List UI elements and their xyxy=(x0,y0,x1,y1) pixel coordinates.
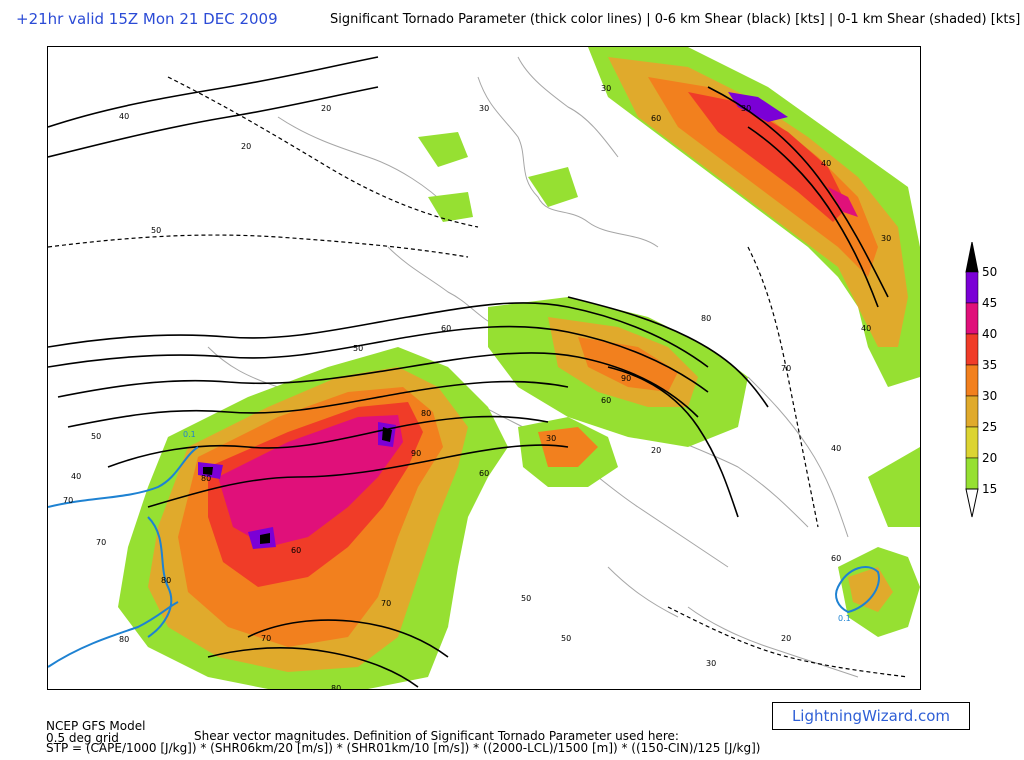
footer: NCEP GFS Model 0.5 deg grid Shear vector… xyxy=(46,720,1016,758)
stp-formula: STP = (CAPE/1000 [J/kg]) * (SHR06km/20 [… xyxy=(46,741,761,755)
contour-label: 60 xyxy=(441,324,451,333)
valid-time: +21hr valid 15Z Mon 21 DEC 2009 xyxy=(16,10,278,28)
weather-map: 50 40 30 50 50 60 80 60 90 20 80 70 40 20 30 50 50 70 80 80… xyxy=(47,46,921,690)
map-canvas: 50 40 30 50 50 60 80 60 90 20 80 70 40 20 30 50 50 70 80 80… xyxy=(48,47,920,689)
contour-label: 20 xyxy=(321,104,331,113)
contour-label: 80 xyxy=(421,409,431,418)
legend-swatch xyxy=(965,302,979,335)
contour-label: 60 xyxy=(651,114,661,123)
legend-tick-label: 35 xyxy=(982,358,997,372)
contour-label: 90 xyxy=(411,449,421,458)
contour-label: 80 xyxy=(201,474,211,483)
stp-definition: Shear vector magnitudes. Definition of S… xyxy=(194,729,679,743)
contour-label: 70 xyxy=(63,496,73,505)
contour-label: 90 xyxy=(621,374,631,383)
contour-label: 50 xyxy=(353,344,363,353)
contour-label: 50 xyxy=(521,594,531,603)
shear-shading-layer xyxy=(118,47,920,689)
contour-label: 80 xyxy=(161,576,171,585)
legend-swatch xyxy=(965,364,979,397)
contour-label: 30 xyxy=(741,104,751,113)
legend-tick-label: 45 xyxy=(982,296,997,310)
contour-label: 50 xyxy=(151,226,161,235)
legend-tick-label: 30 xyxy=(982,389,997,403)
parameter-description: Significant Tornado Parameter (thick col… xyxy=(330,12,1021,27)
brand-watermark[interactable]: LightningWizard.com xyxy=(772,702,970,730)
contour-label: 30 xyxy=(479,104,489,113)
contour-label: 40 xyxy=(821,159,831,168)
contour-label: 20 xyxy=(781,634,791,643)
legend-cap-bottom xyxy=(965,488,979,518)
contour-label: 20 xyxy=(241,142,251,151)
stp-contour-label: 0.1 xyxy=(183,430,196,439)
contour-label: 40 xyxy=(831,444,841,453)
contour-label: 70 xyxy=(781,364,791,373)
contour-label: 30 xyxy=(546,434,556,443)
legend-tick-label: 25 xyxy=(982,420,997,434)
grid-resolution: 0.5 deg grid xyxy=(46,731,119,745)
contour-label: 60 xyxy=(601,396,611,405)
header: +21hr valid 15Z Mon 21 DEC 2009 Signific… xyxy=(0,6,1024,32)
contour-label-layer: 50 40 30 50 50 60 80 60 90 20 80 70 40 20 30 50 50 70 80 80… xyxy=(63,84,891,689)
contour-label: 40 xyxy=(119,112,129,121)
legend-cap-top xyxy=(965,242,979,273)
contour-label: 30 xyxy=(881,234,891,243)
contour-label: 60 xyxy=(479,469,489,478)
contour-label: 70 xyxy=(261,634,271,643)
legend-tick-label: 20 xyxy=(982,451,997,465)
stp-contour-layer xyxy=(48,446,880,668)
legend-tick-label: 40 xyxy=(982,327,997,341)
contour-label: 80 xyxy=(119,635,129,644)
color-legend: 50 45 40 35 30 25 20 15 xyxy=(965,242,997,518)
contour-label: 70 xyxy=(96,538,106,547)
legend-swatch xyxy=(965,426,979,459)
shear-dashed-layer xyxy=(48,76,909,678)
model-info: NCEP GFS Model 0.5 deg grid xyxy=(46,720,145,744)
legend-swatch xyxy=(965,271,979,304)
contour-label: 70 xyxy=(381,599,391,608)
contour-label: 30 xyxy=(706,659,716,668)
contour-label: 60 xyxy=(291,546,301,555)
contour-label: 80 xyxy=(701,314,711,323)
contour-label: 50 xyxy=(561,634,571,643)
model-name: NCEP GFS Model xyxy=(46,719,146,733)
shear-contour-layer xyxy=(48,56,889,688)
legend-tick-label: 50 xyxy=(982,265,997,279)
legend-swatch xyxy=(965,333,979,366)
contour-label: 50 xyxy=(91,432,101,441)
contour-label: 40 xyxy=(71,472,81,481)
stp-contour-label: 0.1 xyxy=(838,614,851,623)
contour-label: 60 xyxy=(831,554,841,563)
contour-label: 20 xyxy=(651,446,661,455)
legend-swatch xyxy=(965,395,979,428)
contour-label: 40 xyxy=(861,324,871,333)
contour-label: 30 xyxy=(601,84,611,93)
contour-label: 80 xyxy=(331,684,341,689)
legend-tick-label: 15 xyxy=(982,482,997,496)
legend-swatch xyxy=(965,457,979,490)
